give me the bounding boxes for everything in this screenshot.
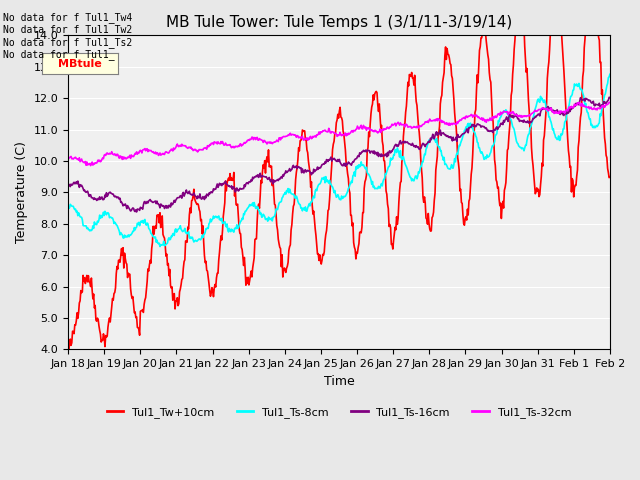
Tul1_Tw+10cm (131, 310, 138, 315)
Tul1_Ts-32cm (87, 163, 95, 168)
Tul1_Ts-32cm (406, 124, 413, 130)
Line: Tul1_Ts-16cm: Tul1_Ts-16cm (68, 97, 610, 212)
Line: Tul1_Ts-32cm: Tul1_Ts-32cm (68, 102, 610, 166)
Legend: Tul1_Tw+10cm, Tul1_Ts-8cm, Tul1_Ts-16cm, Tul1_Ts-32cm: Tul1_Tw+10cm, Tul1_Ts-8cm, Tul1_Ts-16cm,… (102, 403, 576, 422)
Tul1_Tw+10cm (406, 72, 413, 77)
Tul1_Ts-8cm (406, 172, 413, 178)
Tul1_Ts-16cm (421, 144, 429, 150)
Tul1_Ts-8cm (130, 228, 138, 234)
Title: MB Tule Tower: Tule Temps 1 (3/1/11-3/19/14): MB Tule Tower: Tule Temps 1 (3/1/11-3/19… (166, 15, 512, 30)
Y-axis label: Temperature (C): Temperature (C) (15, 142, 28, 243)
Tul1_Ts-32cm (131, 152, 138, 158)
Text: MBtule: MBtule (58, 59, 102, 69)
Tul1_Ts-16cm (605, 95, 613, 100)
Tul1_Ts-16cm (406, 141, 413, 146)
Tul1_Ts-16cm (132, 209, 140, 215)
Tul1_Ts-16cm (186, 188, 193, 194)
Tul1_Ts-8cm (156, 244, 164, 250)
Tul1_Tw+10cm (186, 212, 193, 218)
Tul1_Ts-32cm (605, 99, 613, 105)
Line: Tul1_Tw+10cm: Tul1_Tw+10cm (68, 0, 610, 349)
Tul1_Ts-16cm (606, 95, 614, 100)
Tul1_Ts-32cm (64, 157, 72, 163)
Tul1_Ts-8cm (64, 203, 72, 209)
X-axis label: Time: Time (324, 374, 355, 388)
Tul1_Tw+10cm (65, 347, 72, 352)
Tul1_Ts-16cm (64, 182, 72, 188)
Tul1_Ts-32cm (214, 139, 222, 144)
Line: Tul1_Ts-8cm: Tul1_Ts-8cm (68, 74, 610, 247)
Tul1_Ts-32cm (74, 156, 82, 162)
Tul1_Ts-8cm (186, 235, 193, 240)
Tul1_Ts-16cm (214, 184, 222, 190)
Tul1_Ts-8cm (214, 214, 222, 220)
Tul1_Ts-8cm (606, 72, 614, 77)
Tul1_Tw+10cm (421, 200, 429, 206)
Tul1_Tw+10cm (214, 270, 222, 276)
Tul1_Ts-16cm (74, 178, 82, 184)
Tul1_Tw+10cm (75, 310, 83, 316)
Tul1_Ts-8cm (421, 152, 429, 158)
Tul1_Ts-32cm (421, 119, 429, 125)
Tul1_Ts-32cm (606, 99, 614, 105)
Tul1_Tw+10cm (606, 174, 614, 180)
Tul1_Tw+10cm (64, 344, 72, 350)
Tul1_Ts-16cm (130, 205, 138, 211)
Tul1_Ts-8cm (74, 213, 82, 218)
Tul1_Ts-32cm (186, 144, 193, 150)
Text: No data for f Tul1_Tw4
No data for f Tul1_Tw2
No data for f Tul1_Ts2
No data for: No data for f Tul1_Tw4 No data for f Tul… (3, 12, 132, 60)
